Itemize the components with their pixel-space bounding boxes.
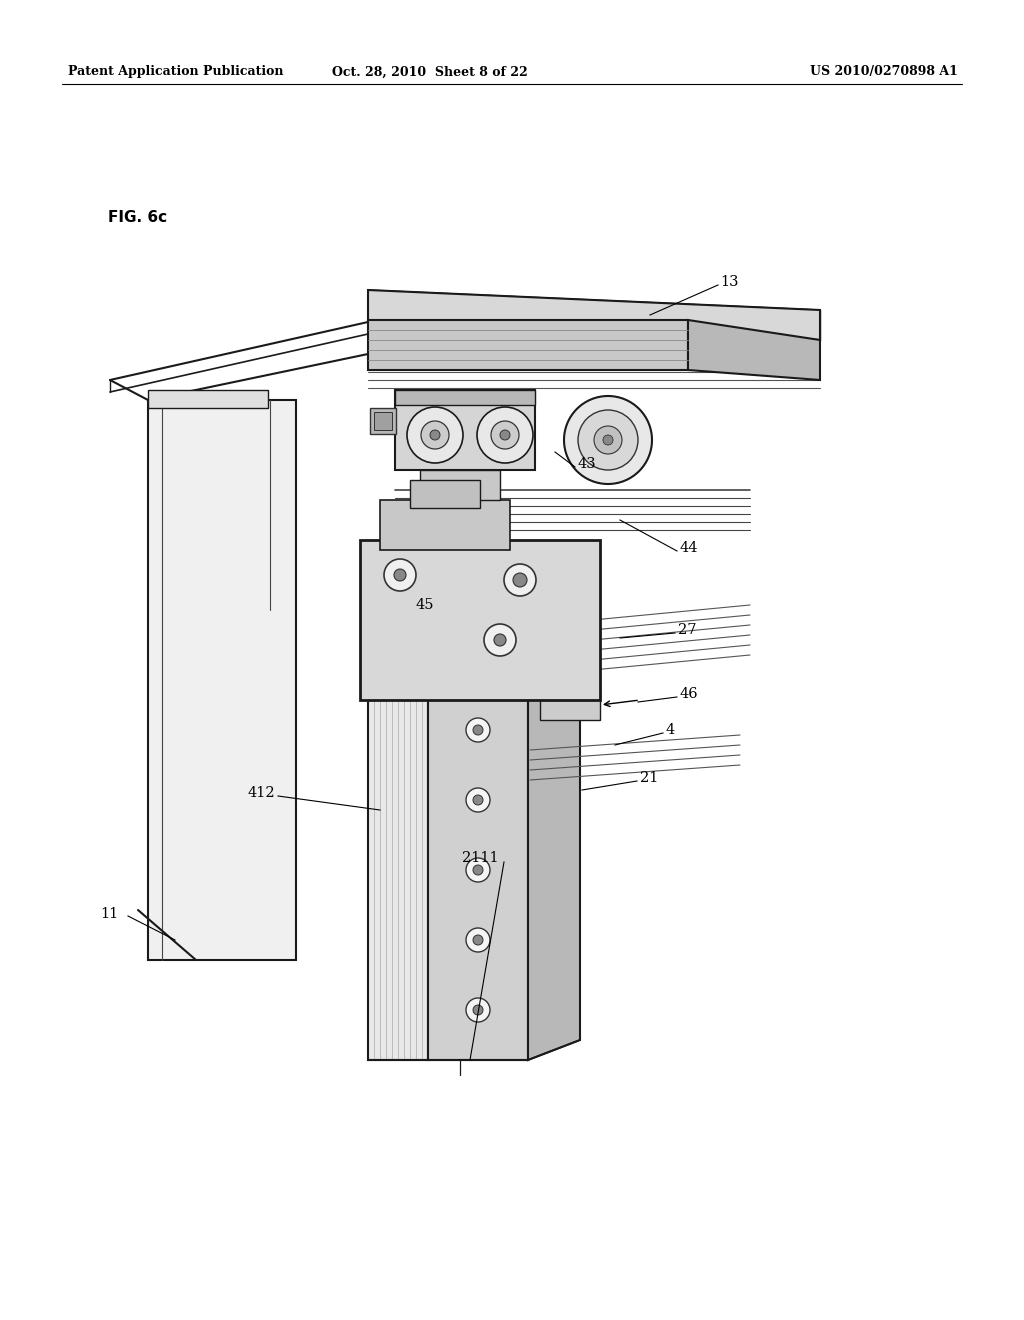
Bar bbox=[370, 408, 396, 434]
Text: US 2010/0270898 A1: US 2010/0270898 A1 bbox=[810, 66, 958, 78]
Circle shape bbox=[500, 430, 510, 440]
Circle shape bbox=[473, 865, 483, 875]
Text: 43: 43 bbox=[578, 457, 597, 471]
Text: 412: 412 bbox=[248, 785, 275, 800]
Circle shape bbox=[407, 407, 463, 463]
Circle shape bbox=[564, 396, 652, 484]
Circle shape bbox=[594, 426, 622, 454]
Circle shape bbox=[477, 407, 534, 463]
Circle shape bbox=[484, 624, 516, 656]
Circle shape bbox=[466, 928, 490, 952]
Bar bbox=[380, 500, 510, 550]
Circle shape bbox=[473, 725, 483, 735]
Text: 4: 4 bbox=[666, 723, 675, 737]
Circle shape bbox=[513, 573, 527, 587]
Bar bbox=[374, 412, 392, 430]
Text: Patent Application Publication: Patent Application Publication bbox=[68, 66, 284, 78]
Circle shape bbox=[466, 718, 490, 742]
Text: 13: 13 bbox=[720, 275, 738, 289]
Polygon shape bbox=[540, 690, 600, 719]
Circle shape bbox=[466, 858, 490, 882]
Circle shape bbox=[473, 1005, 483, 1015]
Bar bbox=[148, 400, 296, 960]
Bar bbox=[362, 543, 597, 697]
Circle shape bbox=[384, 558, 416, 591]
Bar bbox=[360, 540, 600, 700]
Bar bbox=[395, 389, 535, 405]
Circle shape bbox=[430, 430, 440, 440]
Bar bbox=[368, 319, 688, 370]
Text: 27: 27 bbox=[678, 623, 696, 638]
Circle shape bbox=[473, 795, 483, 805]
Text: 45: 45 bbox=[415, 598, 433, 612]
Circle shape bbox=[473, 935, 483, 945]
Circle shape bbox=[504, 564, 536, 597]
Circle shape bbox=[578, 411, 638, 470]
Circle shape bbox=[421, 421, 449, 449]
Circle shape bbox=[466, 788, 490, 812]
Text: Oct. 28, 2010  Sheet 8 of 22: Oct. 28, 2010 Sheet 8 of 22 bbox=[332, 66, 528, 78]
Circle shape bbox=[494, 634, 506, 645]
Text: 21: 21 bbox=[640, 771, 658, 785]
Circle shape bbox=[466, 998, 490, 1022]
Polygon shape bbox=[368, 290, 820, 341]
Text: 11: 11 bbox=[100, 907, 118, 921]
Text: 46: 46 bbox=[680, 686, 698, 701]
Circle shape bbox=[394, 569, 406, 581]
Bar bbox=[410, 480, 480, 508]
Text: 44: 44 bbox=[680, 541, 698, 554]
Bar bbox=[428, 671, 528, 1060]
Bar bbox=[368, 671, 428, 1060]
Polygon shape bbox=[688, 319, 820, 380]
Bar bbox=[395, 389, 535, 470]
Polygon shape bbox=[528, 649, 580, 1060]
Bar bbox=[420, 470, 500, 500]
Text: FIG. 6c: FIG. 6c bbox=[108, 210, 167, 224]
Text: 2111: 2111 bbox=[462, 851, 499, 865]
Circle shape bbox=[490, 421, 519, 449]
Bar bbox=[148, 389, 268, 408]
Circle shape bbox=[603, 436, 613, 445]
